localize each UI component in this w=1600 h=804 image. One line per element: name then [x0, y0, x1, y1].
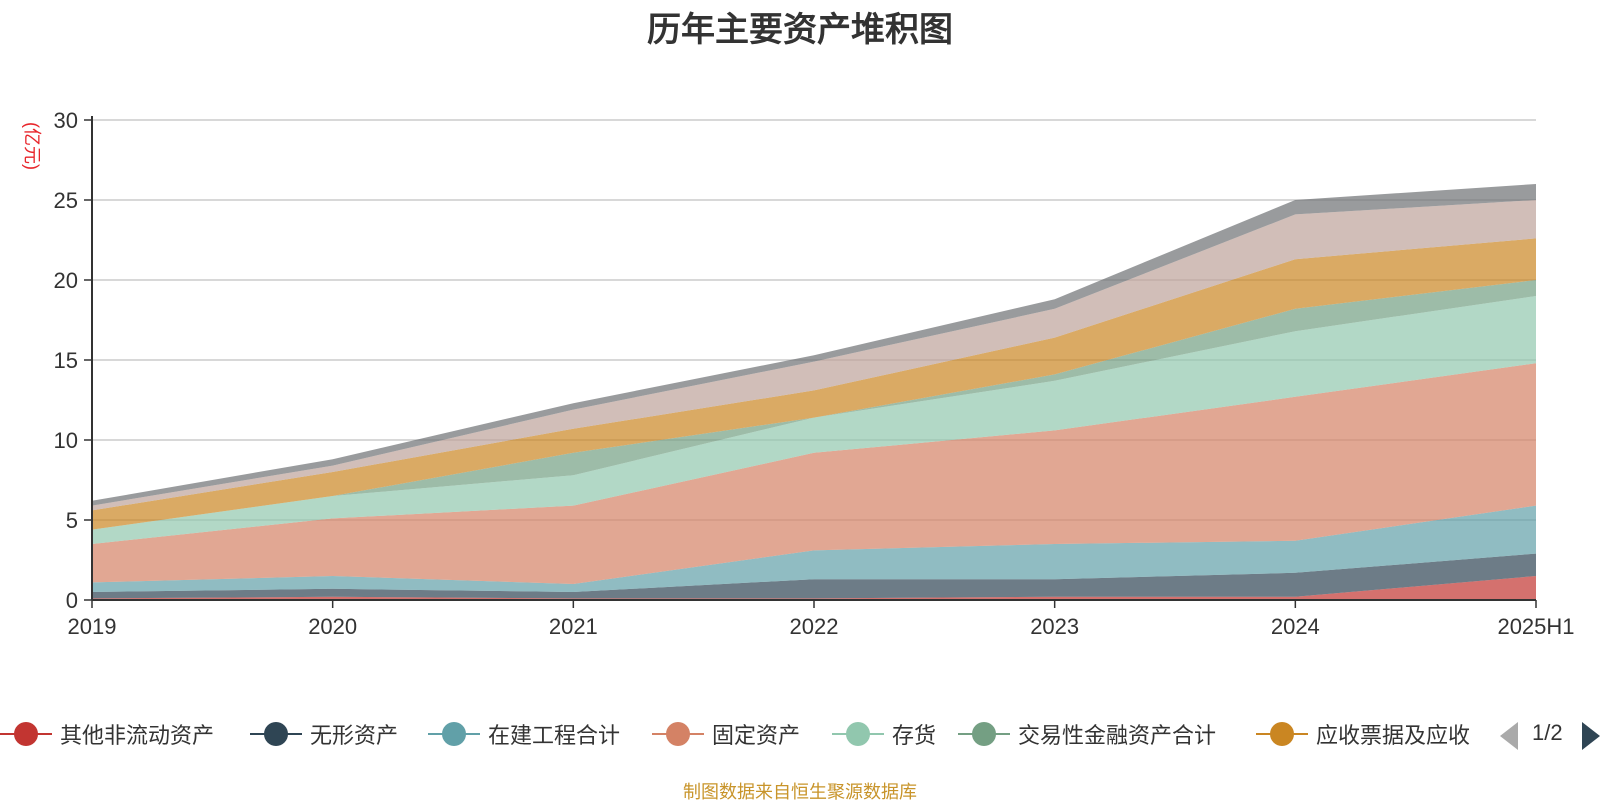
area-series-4[interactable]: [92, 296, 1536, 544]
area-series-7[interactable]: [92, 200, 1536, 511]
legend-item-6[interactable]: 应收票据及应收: [1256, 714, 1470, 754]
y-tick-label: 30: [54, 108, 78, 133]
area-series-2[interactable]: [92, 505, 1536, 592]
legend-label: 交易性金融资产合计: [1018, 723, 1217, 748]
legend-swatch-icon: [250, 714, 302, 754]
x-tick-label: 2020: [308, 614, 357, 639]
legend-label: 其他非流动资产: [60, 723, 215, 748]
legend-item-3[interactable]: 固定资产: [652, 714, 800, 754]
legend-swatch-icon: [428, 714, 480, 754]
legend-swatch-icon: [1256, 714, 1308, 754]
y-tick-label: 25: [54, 188, 78, 213]
y-tick-label: 20: [54, 268, 78, 293]
legend-label: 应收票据及应收: [1316, 723, 1471, 748]
area-series-0[interactable]: [92, 576, 1536, 600]
y-tick-label: 10: [54, 428, 78, 453]
y-tick-label: 15: [54, 348, 78, 373]
legend-label: 存货: [892, 723, 937, 748]
legend-item-0[interactable]: 其他非流动资产: [0, 714, 214, 754]
area-series-6[interactable]: [92, 238, 1536, 530]
legend-item-4[interactable]: 存货: [832, 714, 936, 754]
legend-swatch-icon: [652, 714, 704, 754]
stacked-area-chart: 0 5 10 15 20 25 30 2019 2020 2021 2022 2023 2024 2025…: [54, 108, 1575, 639]
legend-item-1[interactable]: 无形资产: [250, 714, 398, 754]
x-tick-label: 2023: [1030, 614, 1079, 639]
x-tick-label: 2021: [549, 614, 598, 639]
legend-swatch-icon: [958, 714, 1010, 754]
area-series-1[interactable]: [92, 553, 1536, 599]
area-series-5[interactable]: [92, 280, 1536, 530]
legend-next-icon[interactable]: [1582, 722, 1600, 750]
x-tick-label: 2019: [68, 614, 117, 639]
chart-title: 历年主要资产堆积图: [647, 11, 953, 49]
x-tick-label: 2025H1: [1497, 614, 1574, 639]
legend-label: 无形资产: [310, 723, 399, 748]
area-series: [92, 184, 1536, 600]
legend-item-5[interactable]: 交易性金融资产合计: [958, 714, 1216, 754]
legend: 其他非流动资产 无形资产 在建工程合计 固定资产 存货 交易性金融资产合计 应收票据及应收: [0, 714, 1600, 754]
legend-label: 固定资产: [712, 723, 801, 748]
legend-label: 在建工程合计: [488, 723, 621, 748]
x-tick-label: 2024: [1271, 614, 1320, 639]
legend-page-indicator: 1/2: [1532, 720, 1563, 745]
x-tick-label: 2022: [790, 614, 839, 639]
y-tick-label: 0: [66, 588, 78, 613]
y-tick-label: 5: [66, 508, 78, 533]
data-source-note: 制图数据来自恒生聚源数据库: [683, 782, 917, 802]
axes: 0 5 10 15 20 25 30 2019 2020 2021 2022 2023 2024 2025…: [54, 108, 1575, 639]
legend-pager: 1/2: [1500, 714, 1600, 754]
legend-swatch-icon: [832, 714, 884, 754]
legend-prev-icon[interactable]: [1500, 722, 1518, 750]
area-series-3[interactable]: [92, 363, 1536, 584]
legend-item-2[interactable]: 在建工程合计: [428, 714, 620, 754]
legend-swatch-icon: [0, 714, 52, 754]
